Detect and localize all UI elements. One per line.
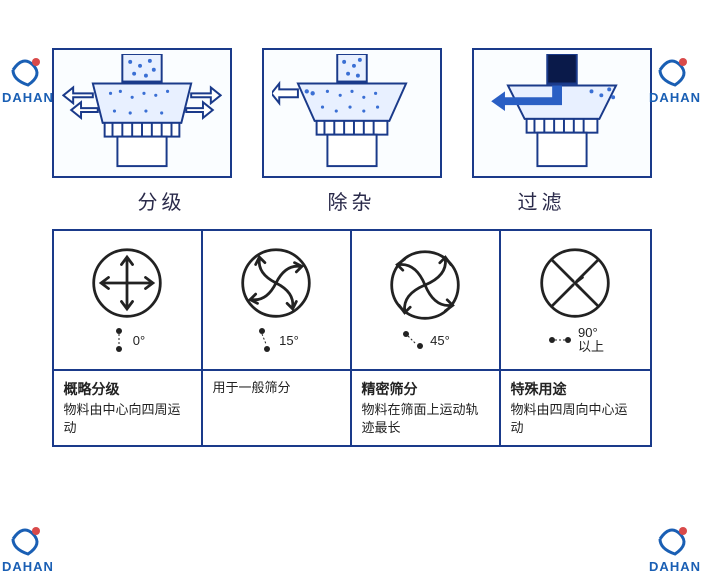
angle-icon	[253, 326, 275, 354]
angle-icon	[109, 326, 129, 354]
mode-col-2: 45° 精密筛分 物料在筛面上运动轨迹最长	[352, 231, 501, 445]
brand-watermark: DAHAN	[649, 50, 701, 105]
cross-arrows-icon	[90, 246, 164, 320]
brand-text: DAHAN	[2, 559, 54, 574]
mode-col-1: 15° 用于一般筛分	[203, 231, 352, 445]
mode-diagram-0: 0°	[54, 231, 201, 371]
filtration-funnel-icon	[482, 54, 642, 172]
mode-body: 物料由中心向四周运动	[64, 401, 191, 437]
brand-watermark: DAHAN	[649, 519, 701, 574]
mode-title: 精密筛分	[362, 379, 489, 399]
diagram-card-filtration	[472, 48, 652, 178]
mode-col-0: 0° 概略分级 物料由中心向四周运动	[54, 231, 203, 445]
mode-desc-0: 概略分级 物料由中心向四周运动	[54, 371, 201, 445]
mode-table: 0° 概略分级 物料由中心向四周运动	[52, 229, 652, 447]
logo-swirl-icon	[655, 50, 695, 90]
top-label-row: 分级 除杂 过滤	[72, 186, 632, 215]
logo-swirl-icon	[8, 50, 48, 90]
brand-watermark: DAHAN	[2, 519, 54, 574]
angle-text: 90°	[578, 326, 604, 340]
mode-desc-2: 精密筛分 物料在筛面上运动轨迹最长	[352, 371, 499, 445]
brand-text: DAHAN	[2, 90, 54, 105]
spiral-out-icon	[239, 246, 313, 320]
mode-desc-1: 用于一般筛分	[203, 371, 350, 443]
spiral-in-icon	[538, 246, 612, 320]
diagram-card-classification	[52, 48, 232, 178]
mode-body: 物料由四周向中心运动	[511, 401, 640, 437]
mode-col-3: 90° 以上 特殊用途 物料由四周向中心运动	[501, 231, 650, 445]
mode-desc-3: 特殊用途 物料由四周向中心运动	[501, 371, 650, 445]
label-filtration: 过滤	[452, 186, 632, 215]
brand-text: DAHAN	[649, 90, 701, 105]
label-impurity: 除杂	[262, 186, 442, 215]
angle-icon	[546, 330, 574, 350]
angle-indicator-3: 90° 以上	[546, 326, 604, 355]
label-classification: 分级	[72, 186, 252, 215]
angle-text: 0°	[133, 333, 145, 348]
impurity-funnel-icon	[272, 54, 432, 172]
mode-body: 物料在筛面上运动轨迹最长	[362, 401, 489, 437]
mode-title: 概略分级	[64, 379, 191, 399]
logo-swirl-icon	[655, 519, 695, 559]
angle-extra: 以上	[578, 340, 604, 354]
angle-indicator-2: 45°	[400, 328, 450, 352]
logo-swirl-icon	[8, 519, 48, 559]
mode-body: 用于一般筛分	[213, 379, 340, 397]
mode-diagram-1: 15°	[203, 231, 350, 371]
diagram-card-impurity	[262, 48, 442, 178]
angle-indicator-0: 0°	[109, 326, 145, 354]
spiral-long-icon	[388, 248, 462, 322]
angle-text: 45°	[430, 333, 450, 348]
mode-title: 特殊用途	[511, 379, 640, 399]
mode-diagram-3: 90° 以上	[501, 231, 650, 371]
brand-watermark: DAHAN	[2, 50, 54, 105]
brand-text: DAHAN	[649, 559, 701, 574]
classification-funnel-icon	[62, 54, 222, 172]
top-diagram-row	[52, 48, 652, 178]
angle-text: 15°	[279, 333, 299, 348]
diagram-container: 分级 除杂 过滤 0° 概略分级 物	[52, 48, 652, 447]
angle-icon	[400, 328, 426, 352]
mode-diagram-2: 45°	[352, 231, 499, 371]
angle-indicator-1: 15°	[253, 326, 299, 354]
